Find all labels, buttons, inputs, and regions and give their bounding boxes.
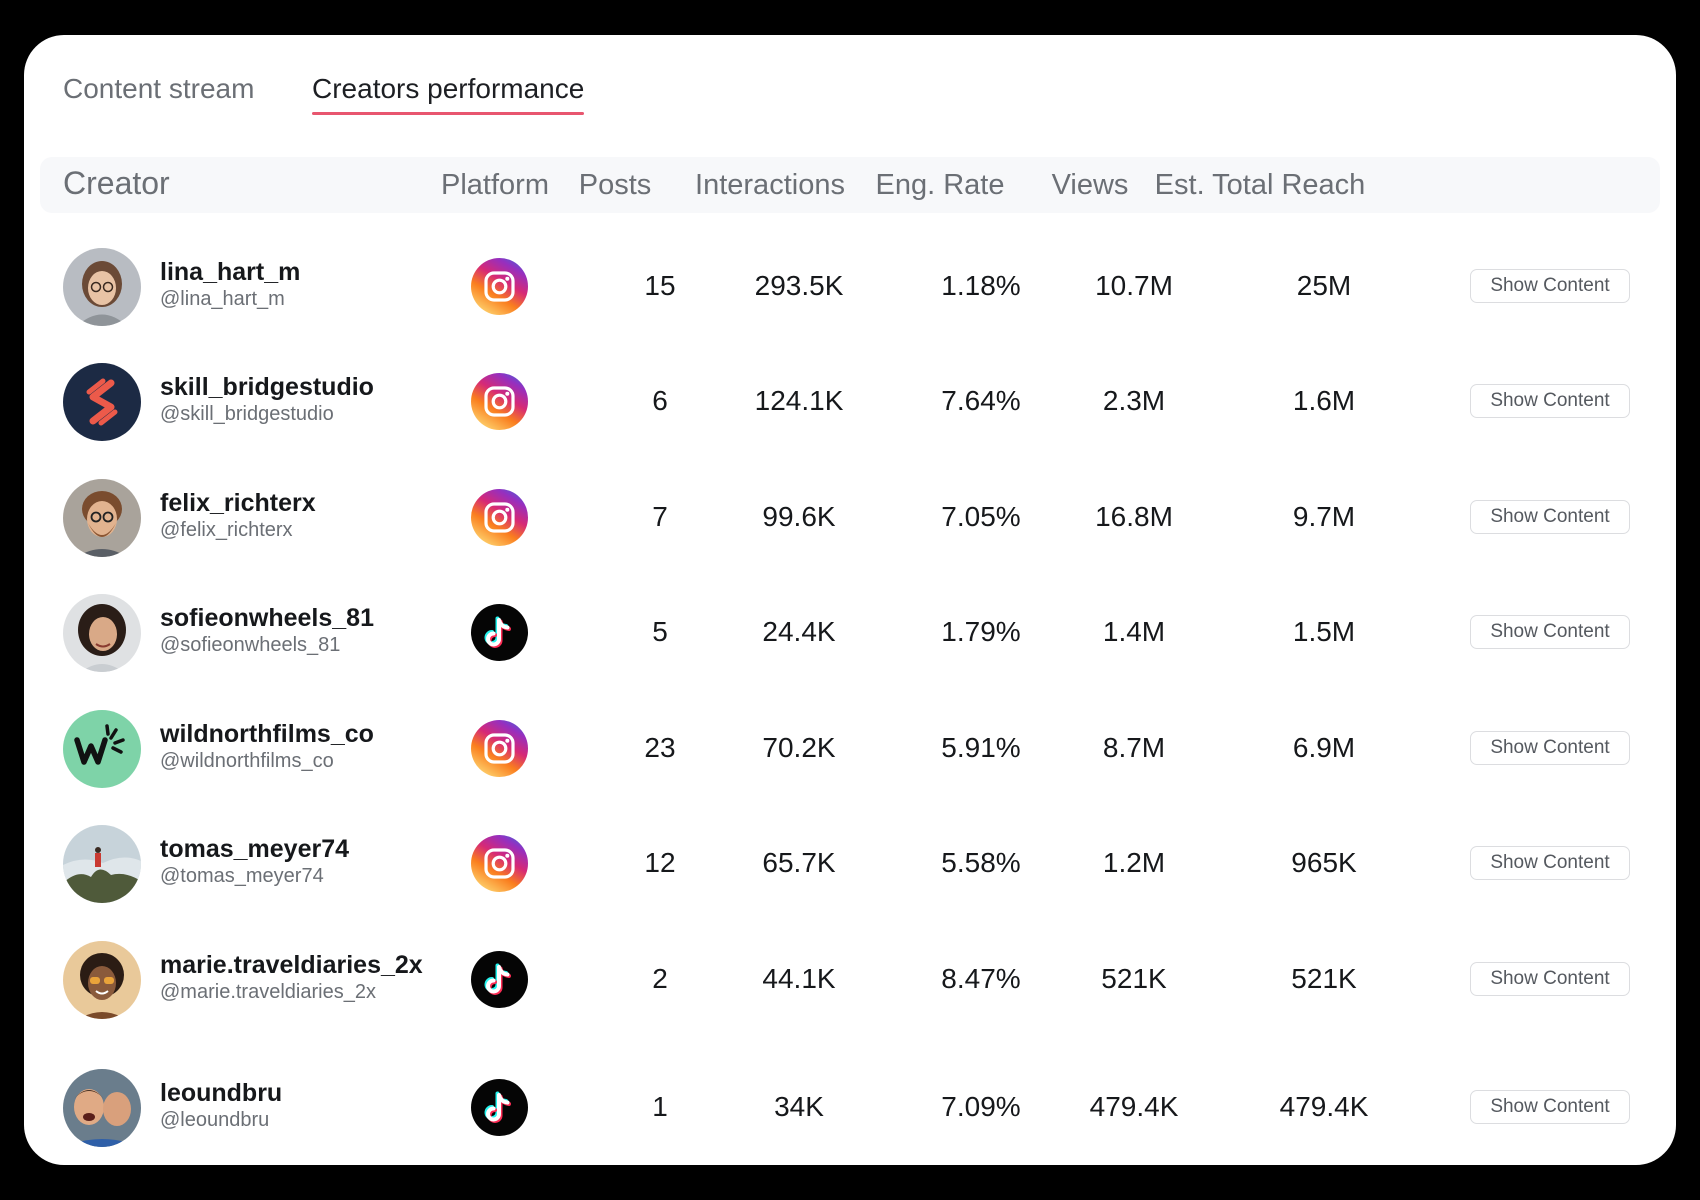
column-header-eng-rate[interactable]: Eng. Rate: [875, 169, 1005, 201]
reach-value: 9.7M: [1292, 501, 1356, 532]
show-content-button[interactable]: Show Content: [1470, 384, 1630, 418]
posts-value: 12: [644, 847, 676, 878]
creator-handle: @felix_richterx: [160, 519, 293, 541]
interactions-value: 65.7K: [762, 847, 836, 878]
interactions-value: 70.2K: [762, 732, 836, 763]
creator-handle: @lina_hart_m: [160, 288, 285, 310]
creator-username[interactable]: skill_bridgestudio: [160, 373, 374, 401]
views-value: 479.4K: [1089, 1091, 1179, 1122]
creator-username[interactable]: tomas_meyer74: [160, 835, 350, 863]
posts-value: 15: [644, 270, 676, 301]
show-content-button[interactable]: Show Content: [1470, 962, 1630, 996]
views-value: 16.8M: [1095, 501, 1173, 532]
reach-value: 1.5M: [1292, 616, 1356, 647]
creator-handle: @skill_bridgestudio: [160, 403, 334, 425]
eng-rate-value: 7.09%: [941, 1091, 1021, 1122]
two-men-avatar: [63, 1069, 141, 1147]
views-value: 521K: [1101, 963, 1167, 994]
column-header-platform[interactable]: Platform: [441, 169, 549, 201]
creators-card: Content stream Creators performance Crea…: [24, 35, 1676, 1165]
show-content-button[interactable]: Show Content: [1470, 269, 1630, 303]
creator-username[interactable]: marie.traveldiaries_2x: [160, 951, 423, 979]
creator-username[interactable]: wildnorthfilms_co: [160, 720, 374, 748]
table-row: felix_richterx @felix_richterx 7 99.6K 7…: [24, 479, 1676, 569]
creator-handle: @marie.traveldiaries_2x: [160, 981, 376, 1003]
show-content-button[interactable]: Show Content: [1470, 731, 1630, 765]
s-logo-avatar: [63, 363, 141, 441]
reach-value: 25M: [1296, 270, 1352, 301]
tiktok-icon: [471, 1079, 528, 1136]
instagram-icon: [471, 258, 528, 315]
reach-value: 6.9M: [1292, 732, 1356, 763]
table-row: sofieonwheels_81 @sofieonwheels_81 5 24.…: [24, 594, 1676, 684]
tab-content-stream[interactable]: Content stream: [63, 73, 255, 104]
creator-handle: @sofieonwheels_81: [160, 634, 341, 656]
tiktok-icon: [471, 604, 528, 661]
posts-value: 6: [652, 385, 668, 416]
eng-rate-value: 8.47%: [941, 963, 1021, 994]
eng-rate-value: 1.79%: [941, 616, 1021, 647]
interactions-value: 99.6K: [762, 501, 836, 532]
table-row: tomas_meyer74 @tomas_meyer74 12 65.7K 5.…: [24, 825, 1676, 915]
reach-value: 521K: [1291, 963, 1357, 994]
interactions-value: 24.4K: [762, 616, 836, 647]
reach-value: 479.4K: [1279, 1091, 1369, 1122]
table-row: wildnorthfilms_co @wildnorthfilms_co 23 …: [24, 710, 1676, 800]
interactions-value: 34K: [774, 1091, 824, 1122]
woman-sunglasses-avatar: [63, 941, 141, 1019]
column-header-interactions[interactable]: Interactions: [695, 169, 845, 201]
reach-value: 1.6M: [1292, 385, 1356, 416]
interactions-value: 124.1K: [754, 385, 844, 416]
show-content-button[interactable]: Show Content: [1470, 500, 1630, 534]
table-row: skill_bridgestudio @skill_bridgestudio 6…: [24, 363, 1676, 453]
table-header: Creator Platform Posts Interactions Eng.…: [40, 157, 1660, 213]
table-row: lina_hart_m @lina_hart_m 15 293.5K 1.18%…: [24, 248, 1676, 338]
w-logo-avatar: [63, 710, 141, 788]
views-value: 2.3M: [1102, 385, 1166, 416]
eng-rate-value: 5.91%: [941, 732, 1021, 763]
tab-creators-performance[interactable]: Creators performance: [312, 73, 585, 115]
posts-value: 2: [652, 963, 668, 994]
column-header-creator[interactable]: Creator: [63, 165, 170, 201]
landscape-avatar: [63, 825, 141, 903]
column-header-posts[interactable]: Posts: [578, 169, 652, 201]
views-value: 8.7M: [1102, 732, 1166, 763]
creator-username[interactable]: lina_hart_m: [160, 258, 301, 286]
eng-rate-value: 7.05%: [941, 501, 1021, 532]
posts-value: 1: [652, 1091, 668, 1122]
views-value: 1.2M: [1102, 847, 1166, 878]
interactions-value: 293.5K: [754, 270, 844, 301]
creator-username[interactable]: felix_richterx: [160, 489, 316, 517]
creator-handle: @wildnorthfilms_co: [160, 750, 334, 772]
table-row: leoundbru @leoundbru 1 34K 7.09% 479.4K …: [24, 1069, 1676, 1159]
creator-handle: @leoundbru: [160, 1109, 270, 1131]
eng-rate-value: 1.18%: [941, 270, 1021, 301]
table-row: marie.traveldiaries_2x @marie.traveldiar…: [24, 941, 1676, 1031]
instagram-icon: [471, 489, 528, 546]
instagram-icon: [471, 720, 528, 777]
creator-username[interactable]: leoundbru: [160, 1079, 283, 1107]
show-content-button[interactable]: Show Content: [1470, 846, 1630, 880]
show-content-button[interactable]: Show Content: [1470, 615, 1630, 649]
reach-value: 965K: [1291, 847, 1357, 878]
curly-woman-avatar: [63, 594, 141, 672]
interactions-value: 44.1K: [762, 963, 836, 994]
eng-rate-value: 5.58%: [941, 847, 1021, 878]
views-value: 10.7M: [1095, 270, 1173, 301]
posts-value: 5: [652, 616, 668, 647]
creator-handle: @tomas_meyer74: [160, 865, 324, 887]
column-header-views[interactable]: Views: [1051, 169, 1129, 201]
views-value: 1.4M: [1102, 616, 1166, 647]
instagram-icon: [471, 835, 528, 892]
eng-rate-value: 7.64%: [941, 385, 1021, 416]
creator-username[interactable]: sofieonwheels_81: [160, 604, 374, 632]
woman-glasses-avatar: [63, 248, 141, 326]
show-content-button[interactable]: Show Content: [1470, 1090, 1630, 1124]
instagram-icon: [471, 373, 528, 430]
tiktok-icon: [471, 951, 528, 1008]
posts-value: 23: [644, 732, 676, 763]
posts-value: 7: [652, 501, 668, 532]
column-header-est-total-reach[interactable]: Est. Total Reach: [1154, 169, 1366, 201]
bearded-man-avatar: [63, 479, 141, 557]
